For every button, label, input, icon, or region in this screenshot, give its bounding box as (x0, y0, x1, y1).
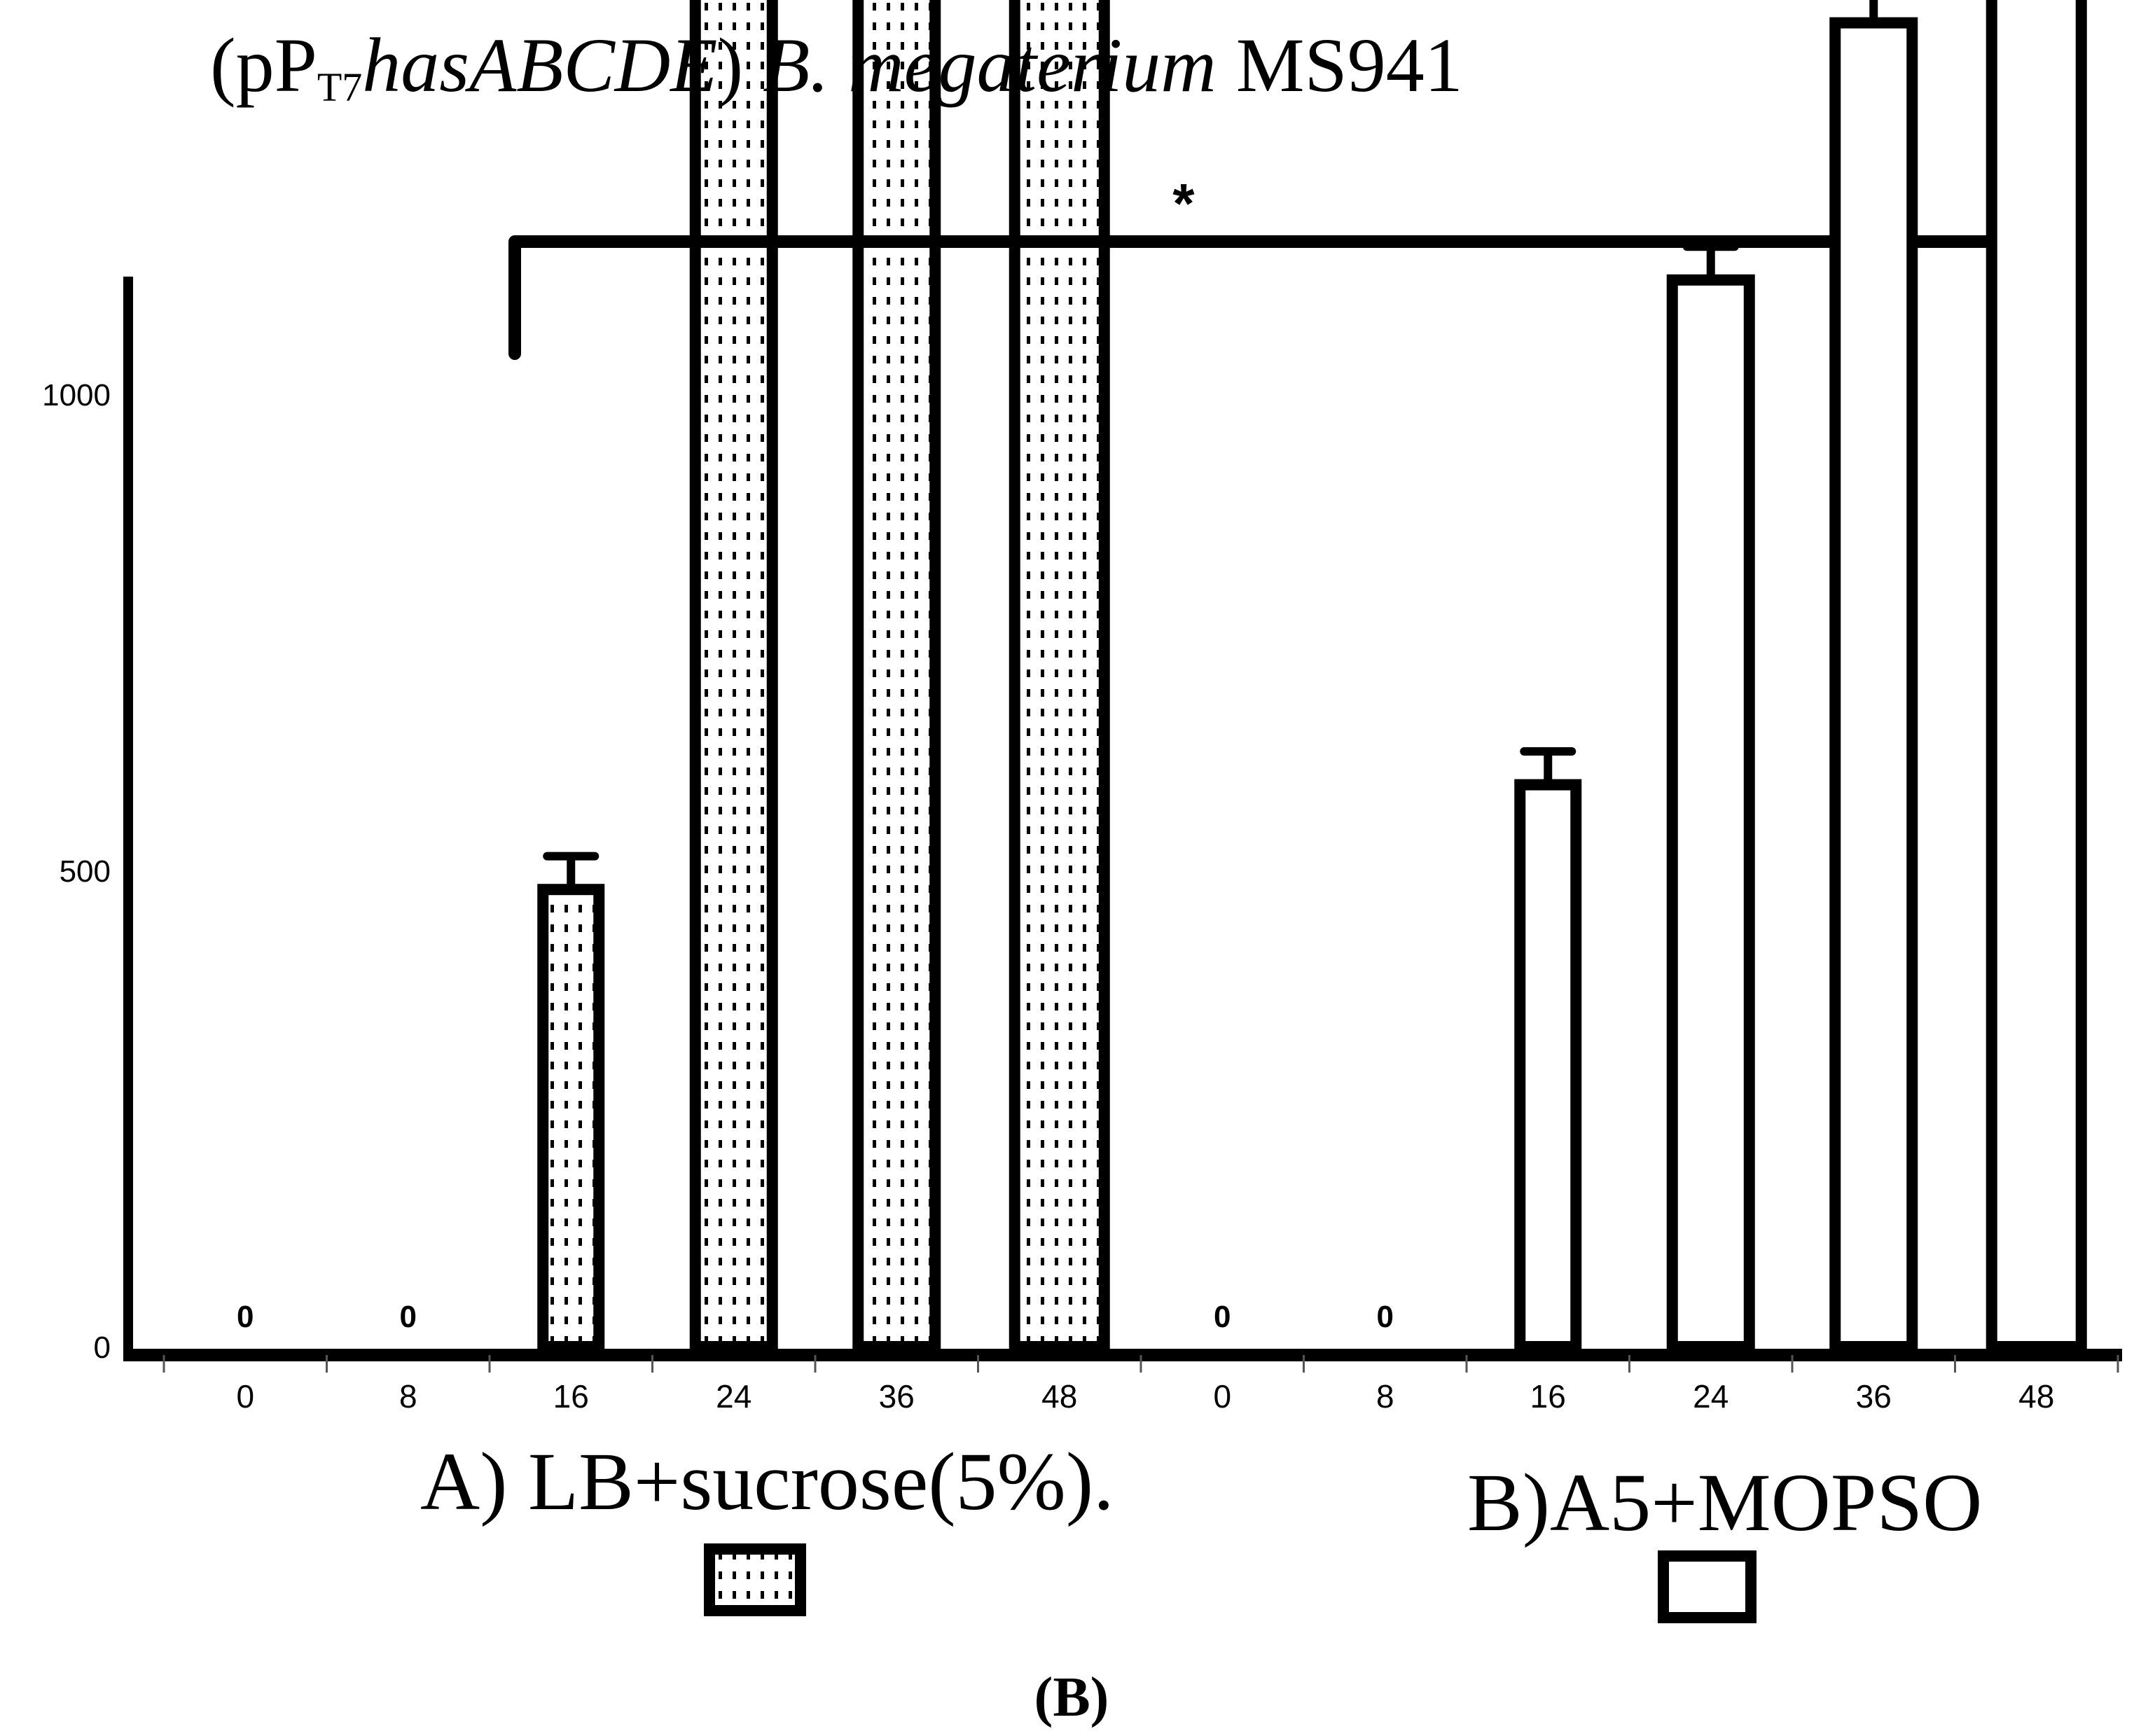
x-tick-label: 8 (399, 1378, 417, 1415)
y-tick-label: 500 (60, 854, 111, 889)
legend-swatch-open (1658, 1550, 1757, 1623)
data-label-zero: 0 (1377, 1300, 1394, 1334)
x-tick-label: 0 (236, 1378, 254, 1415)
legend-swatch-dotted (704, 1543, 806, 1616)
title-species: B. megaterium (763, 22, 1217, 108)
x-tick-label: 48 (2018, 1378, 2054, 1415)
bar (689, 0, 778, 1352)
x-tick-label: 16 (1530, 1378, 1566, 1415)
title-gene: hasABCDE (362, 22, 717, 108)
x-tick-label: 36 (879, 1378, 915, 1415)
x-tick-label: 16 (553, 1378, 589, 1415)
bar (1514, 779, 1582, 1352)
significance-star: * (1172, 172, 1195, 235)
panel-label: (B) (1034, 1667, 1109, 1728)
x-tick-label: 24 (1693, 1378, 1728, 1415)
x-tick-label: 36 (1856, 1378, 1892, 1415)
x-tick-label: 48 (1041, 1378, 1077, 1415)
y-tick-label: 1000 (42, 378, 111, 412)
bar (1666, 274, 1755, 1352)
x-axis-ticks: 0 8 16 24 36 48 0 8 16 24 36 48 (162, 1355, 2119, 1415)
bars: 0 0 0 0 (237, 0, 2087, 1353)
bar (852, 0, 941, 1352)
x-tick-label: 0 (1213, 1378, 1231, 1415)
bar (537, 884, 605, 1352)
title-prefix: (pP (210, 22, 317, 108)
y-axis-ticks: 05001000150020002500 (42, 378, 111, 1365)
data-label-zero: 0 (400, 1300, 417, 1334)
group-label-b: B)A5+MOPSO (1467, 1457, 1982, 1548)
bar (1829, 17, 1918, 1353)
y-tick-label: 0 (94, 1331, 111, 1365)
bar (1009, 0, 1110, 1352)
group-label-a: A) LB+sucrose(5%). (420, 1436, 1114, 1527)
x-tick-label: 24 (716, 1378, 751, 1415)
data-label-zero: 0 (237, 1300, 254, 1334)
bar (1986, 0, 2087, 1352)
title-subscript: T7 (317, 64, 362, 110)
title-strain: MS941 (1236, 22, 1463, 108)
data-label-zero: 0 (1214, 1300, 1231, 1334)
x-tick-label: 8 (1376, 1378, 1394, 1415)
